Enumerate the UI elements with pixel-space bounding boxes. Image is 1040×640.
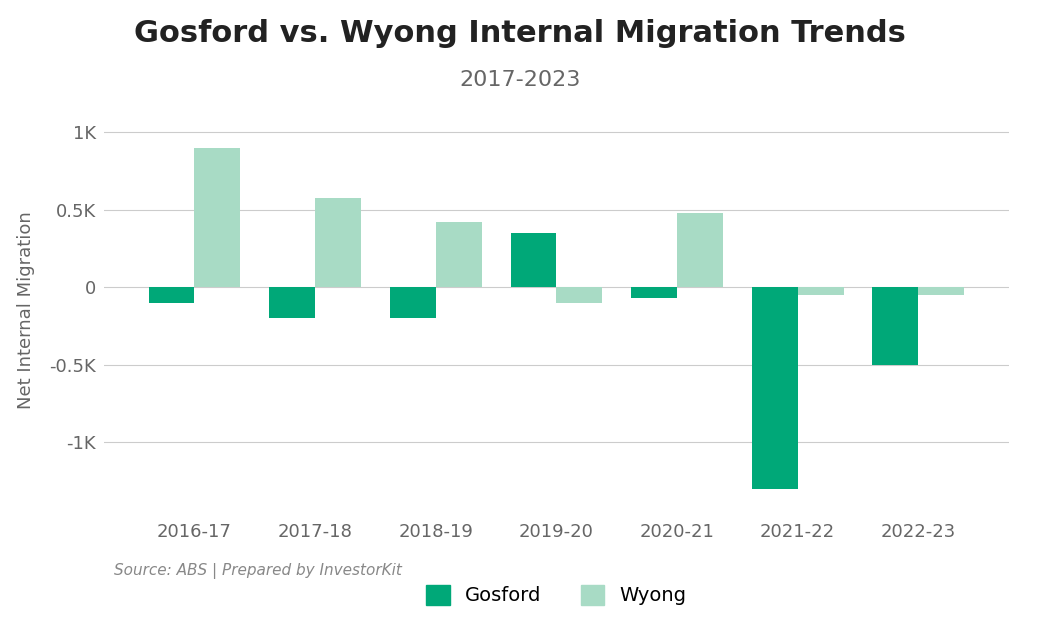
Bar (149, 287, 194, 303)
Bar (918, 287, 964, 295)
Text: Source: ABS | Prepared by InvestorKit: Source: ABS | Prepared by InvestorKit (114, 563, 402, 579)
Text: 2017-2023: 2017-2023 (460, 70, 580, 90)
Bar (390, 287, 436, 318)
Bar (798, 287, 843, 295)
Bar (556, 287, 602, 303)
Y-axis label: Net Internal Migration: Net Internal Migration (17, 212, 35, 409)
Bar (511, 233, 556, 287)
Bar (436, 222, 482, 287)
Legend: Gosford, Wyong: Gosford, Wyong (417, 575, 696, 615)
Text: Gosford vs. Wyong Internal Migration Trends: Gosford vs. Wyong Internal Migration Tre… (134, 19, 906, 48)
Bar (194, 148, 240, 287)
Bar (631, 287, 677, 298)
Bar (677, 212, 723, 287)
Bar (269, 287, 315, 318)
Bar (752, 287, 798, 489)
Bar (873, 287, 918, 365)
Bar (315, 198, 361, 287)
